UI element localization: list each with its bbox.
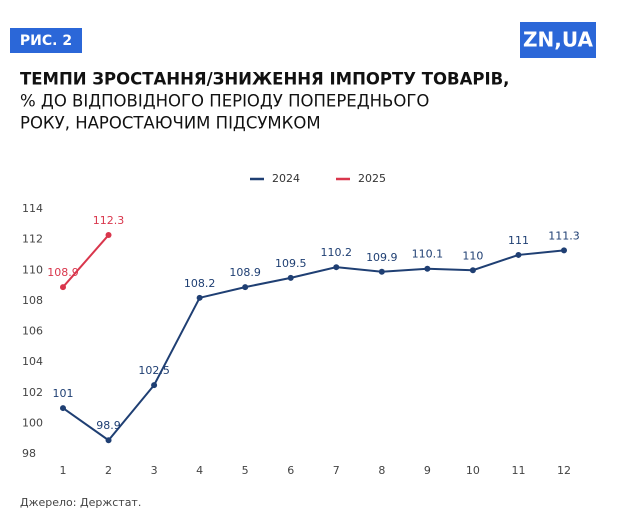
value-label: 109.5 <box>275 257 307 270</box>
series-line <box>62 234 110 288</box>
x-tick-label: 10 <box>466 464 480 477</box>
x-tick-label: 9 <box>424 464 431 477</box>
y-tick-label: 108 <box>22 294 43 307</box>
point <box>287 274 294 281</box>
x-tick-label: 4 <box>196 464 203 477</box>
point <box>60 284 66 291</box>
value-label: 102.5 <box>138 364 170 377</box>
value-label: 108.9 <box>229 266 261 279</box>
x-tick-label: 6 <box>287 464 294 477</box>
y-tick-label: 104 <box>22 355 43 368</box>
logo-box <box>520 22 596 58</box>
value-label: 110 <box>462 249 483 262</box>
x-tick-label: 11 <box>511 464 525 477</box>
x-tick-label: 7 <box>333 464 340 477</box>
point <box>561 247 567 254</box>
source: Джерело: Держстат. <box>20 496 141 509</box>
point <box>378 268 385 275</box>
value-label: 108.2 <box>184 277 216 290</box>
x-tick-label: 3 <box>151 464 158 477</box>
chart-subtitle: РОКУ, НАРОСТАЮЧИМ ПІДСУМКОМ <box>20 114 321 133</box>
value-label: 112.3 <box>93 214 125 227</box>
point <box>515 251 522 258</box>
chart-subtitle: % ДО ВІДПОВІДНОГО ПЕРІОДУ ПОПЕРЕДНЬОГО <box>20 92 429 111</box>
value-label: 108.9 <box>47 266 79 279</box>
point <box>469 267 476 274</box>
y-tick-label: 106 <box>22 325 43 338</box>
value-label: 110.1 <box>412 248 444 261</box>
y-tick-label: 102 <box>22 386 43 399</box>
point <box>105 232 112 239</box>
point <box>60 405 66 412</box>
y-tick-label: 112 <box>22 233 43 246</box>
figure-label: РИС. 2 <box>20 33 72 49</box>
y-tick-label: 114 <box>22 202 43 215</box>
point <box>196 294 203 301</box>
point <box>333 264 340 271</box>
figure-badge <box>10 28 82 53</box>
x-tick-label: 5 <box>242 464 249 477</box>
x-tick-label: 2 <box>105 464 112 477</box>
chart-title: ТЕМПИ ЗРОСТАННЯ/ЗНИЖЕННЯ ІМПОРТУ ТОВАРІВ… <box>20 70 509 89</box>
value-label: 111.3 <box>548 229 580 242</box>
y-tick-label: 98 <box>22 447 36 460</box>
x-tick-label: 8 <box>378 464 385 477</box>
point <box>242 284 249 291</box>
y-tick-label: 100 <box>22 416 43 429</box>
logo: ZN,UA <box>523 28 593 52</box>
point <box>424 265 431 272</box>
series-line <box>62 249 565 442</box>
value-label: 110.2 <box>321 246 353 259</box>
point <box>151 382 158 389</box>
legend-label: 2025 <box>358 172 386 185</box>
value-label: 101 <box>53 387 74 400</box>
point <box>105 437 112 444</box>
value-label: 111 <box>508 234 529 247</box>
x-tick-label: 12 <box>557 464 571 477</box>
x-tick-label: 1 <box>60 464 67 477</box>
value-label: 109.9 <box>366 251 398 264</box>
legend-label: 2024 <box>272 172 300 185</box>
y-tick-label: 110 <box>22 263 43 276</box>
value-label: 98.9 <box>96 419 121 432</box>
